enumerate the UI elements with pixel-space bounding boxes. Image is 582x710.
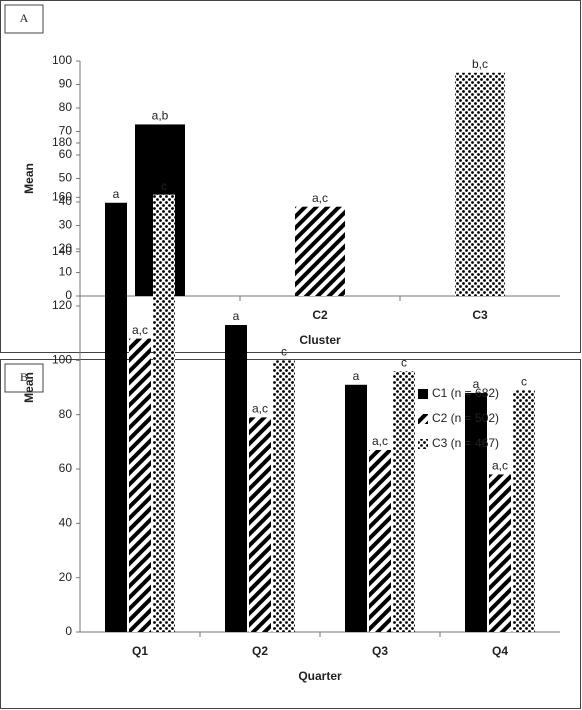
bar — [273, 360, 295, 632]
bar — [513, 390, 535, 632]
bar-annotation: a,c — [132, 323, 148, 337]
y-tick-label: 20 — [59, 570, 73, 584]
y-tick-label: 140 — [52, 244, 72, 258]
x-tick-label: Q2 — [252, 644, 268, 658]
x-axis-label: Cluster — [299, 333, 341, 347]
bar-annotation: b,c — [472, 57, 488, 71]
y-tick-label: 100 — [52, 53, 72, 67]
bar-annotation: a,c — [372, 434, 388, 448]
y-tick-label: 80 — [59, 100, 73, 114]
x-tick-label: C2 — [312, 308, 328, 322]
bar — [153, 194, 175, 632]
bar-annotation: c — [521, 374, 527, 388]
y-tick-label: 70 — [59, 124, 73, 138]
bar-annotation: a — [113, 187, 120, 201]
bar — [249, 417, 271, 632]
legend-label: C3 (n = 467) — [432, 436, 499, 450]
legend-swatch — [418, 389, 428, 399]
panel-label-box — [4, 4, 44, 34]
x-tick-label: Q1 — [132, 644, 148, 658]
bar — [129, 338, 151, 632]
x-axis-label: Quarter — [298, 669, 342, 683]
y-tick-label: 0 — [65, 288, 72, 302]
bar — [105, 202, 127, 632]
bar — [489, 474, 511, 632]
bar-annotation: a,c — [312, 191, 328, 205]
bar-annotation: a,b — [152, 109, 169, 123]
y-tick-label: 60 — [59, 147, 73, 161]
bar — [225, 325, 247, 632]
y-tick-label: 0 — [65, 624, 72, 638]
y-tick-label: 180 — [52, 135, 72, 149]
bar — [345, 384, 367, 632]
bar — [393, 371, 415, 632]
bar-annotation: a — [233, 309, 240, 323]
y-tick-label: 60 — [59, 461, 73, 475]
bar-annotation: a — [473, 377, 480, 391]
bar-annotation: a — [353, 369, 360, 383]
bar-annotation: c — [281, 345, 287, 359]
y-axis-label: Mean — [22, 163, 36, 194]
bar-annotation: a,c — [252, 402, 268, 416]
y-axis-label: Mean — [22, 372, 36, 403]
x-tick-label: Q3 — [372, 644, 388, 658]
y-tick-label: 120 — [52, 298, 72, 312]
y-tick-label: 10 — [59, 265, 73, 279]
bar — [369, 449, 391, 632]
bar-annotation: a,c — [492, 459, 508, 473]
bar — [465, 392, 487, 632]
x-tick-label: C3 — [472, 308, 488, 322]
y-tick-label: 30 — [59, 218, 73, 232]
panel-label: A — [20, 11, 29, 25]
panel-label: B — [20, 370, 28, 384]
y-tick-label: 20 — [59, 241, 73, 255]
panel-frame — [0, 359, 581, 709]
legend-label: C1 (n = 682) — [432, 386, 499, 400]
y-tick-label: 100 — [52, 353, 72, 367]
y-tick-label: 160 — [52, 190, 72, 204]
legend-swatch — [418, 439, 428, 449]
bar-annotation: c — [401, 355, 407, 369]
y-tick-label: 40 — [59, 516, 73, 530]
panel-label-box — [4, 363, 44, 393]
y-tick-label: 80 — [59, 407, 73, 421]
y-tick-label: 90 — [59, 77, 73, 91]
y-tick-label: 40 — [59, 194, 73, 208]
x-tick-label: Q4 — [492, 644, 508, 658]
bar — [295, 206, 345, 296]
bar — [455, 72, 505, 296]
y-tick-label: 50 — [59, 171, 73, 185]
legend-swatch — [418, 414, 428, 424]
bar-annotation: c — [161, 179, 167, 193]
panel-frame — [0, 0, 581, 353]
legend-label: C2 (n = 502) — [432, 411, 499, 425]
